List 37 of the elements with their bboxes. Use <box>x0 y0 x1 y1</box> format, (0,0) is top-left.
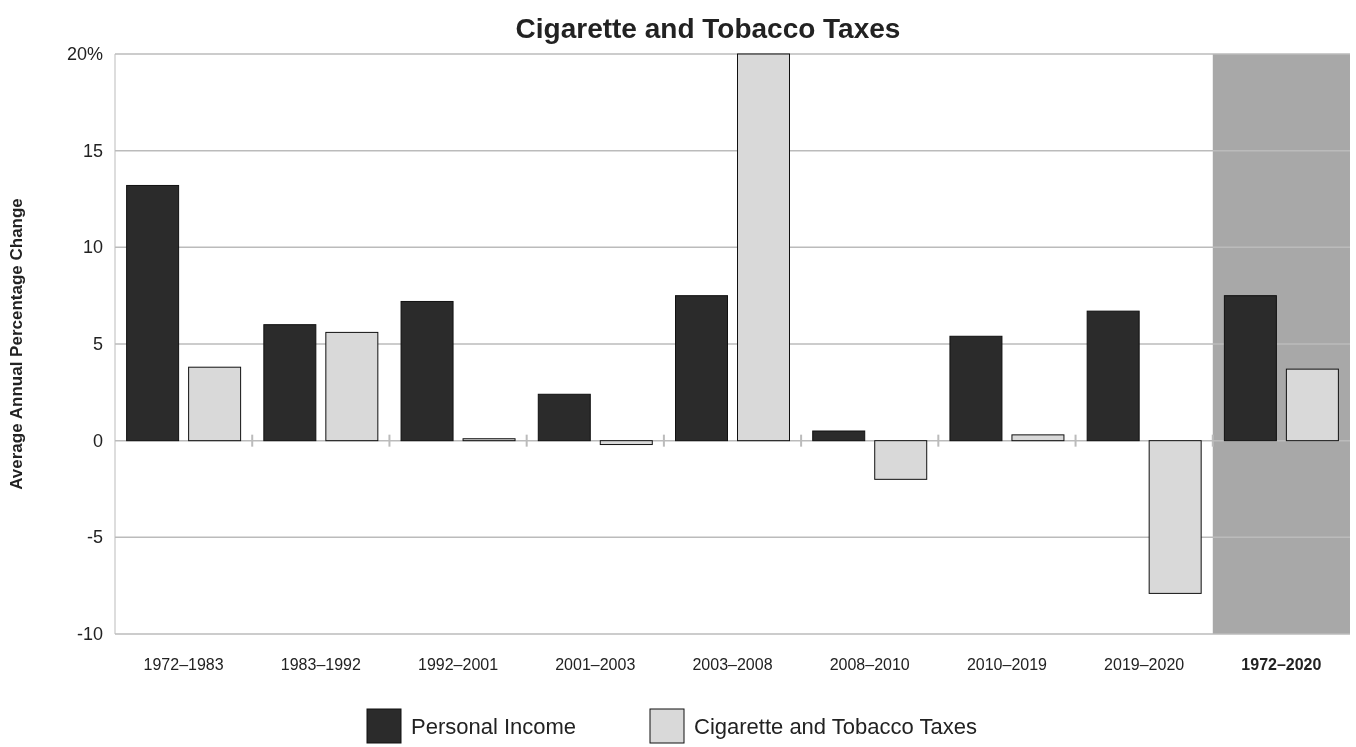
bar <box>1223 295 1277 442</box>
bar <box>874 440 928 480</box>
x-tick-label: 1972–1983 <box>143 656 224 673</box>
y-tick-label: 20% <box>66 44 103 64</box>
y-tick-label: -5 <box>86 527 103 548</box>
legend-label: Personal Income <box>411 714 577 739</box>
bar <box>1148 440 1202 594</box>
y-tick-label: -10 <box>76 624 103 644</box>
x-tick-label: 1972–2020 <box>1241 656 1322 673</box>
bar <box>1285 368 1339 442</box>
y-tick-label: 5 <box>92 334 103 354</box>
bar <box>949 335 1003 442</box>
bar <box>812 430 866 442</box>
bar <box>325 331 379 442</box>
bar <box>126 184 180 442</box>
y-axis-title: Average Annual Percentage Change <box>7 198 26 490</box>
bar <box>737 53 790 442</box>
x-tick-label: 2010–2019 <box>966 656 1048 673</box>
bar <box>400 300 454 442</box>
bar <box>188 366 242 442</box>
x-tick-label: 2019–2020 <box>1104 656 1185 673</box>
x-tick-label: 1983–1992 <box>280 656 361 673</box>
x-tick-label: 1992–2001 <box>418 656 499 673</box>
x-tick-label: 2008–2010 <box>829 656 910 673</box>
x-tick-label: 2003–2008 <box>692 656 773 673</box>
bar <box>537 393 591 442</box>
bar <box>1011 434 1065 442</box>
y-tick-label: 10 <box>82 237 103 258</box>
x-tick-label: 2001–2003 <box>555 656 636 673</box>
y-tick-label: 15 <box>82 140 103 161</box>
bar <box>599 440 653 446</box>
y-tick-label: 0 <box>92 430 103 451</box>
bar <box>1086 310 1140 442</box>
legend-label: Cigarette and Tobacco Taxes <box>694 714 977 739</box>
chart-title: Cigarette and Tobacco Taxes <box>515 13 901 44</box>
bar <box>263 324 317 442</box>
bar <box>675 295 728 442</box>
